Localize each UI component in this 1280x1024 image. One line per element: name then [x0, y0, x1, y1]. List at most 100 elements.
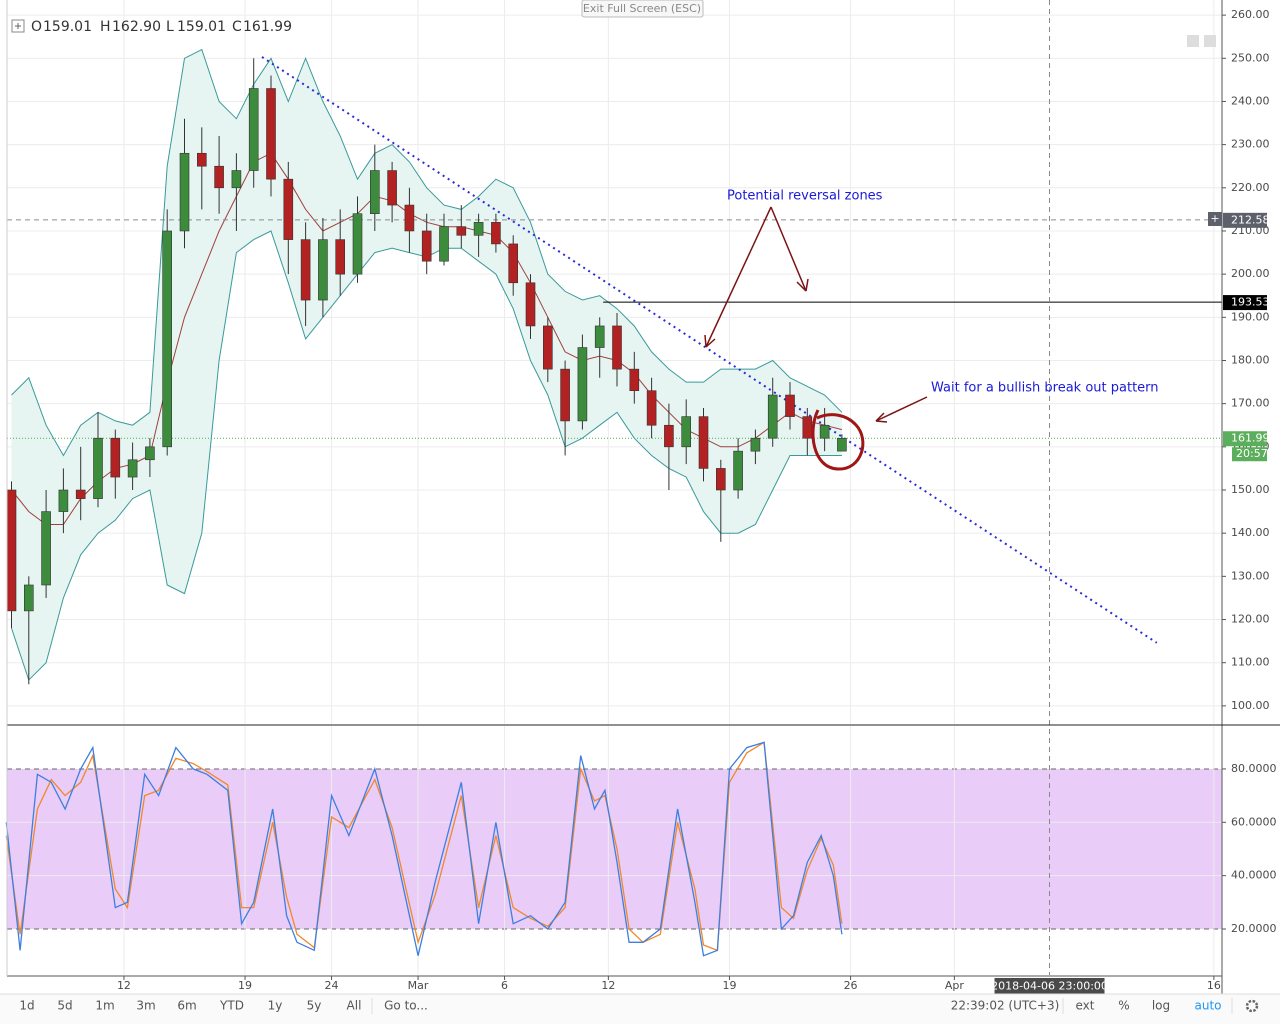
candle-body	[23, 584, 34, 612]
y-tick-label: 200.00	[1231, 267, 1270, 280]
candle-body	[6, 489, 17, 612]
y-tick-label: 260.00	[1231, 8, 1270, 21]
x-tick-label: Mar	[408, 979, 429, 992]
candle-body	[248, 88, 259, 171]
candle-body	[179, 152, 190, 232]
option-button[interactable]: %	[1118, 999, 1129, 1013]
candle-body	[439, 226, 449, 262]
candle-body	[318, 239, 328, 301]
candle-body	[300, 239, 311, 301]
plot-area	[5, 0, 1222, 975]
range-button[interactable]: 5y	[307, 999, 322, 1013]
y-tick-label: 220.00	[1231, 181, 1270, 194]
ohlc-key: H	[100, 19, 111, 35]
ohlc-value: 159.01	[177, 19, 226, 35]
candle-body	[266, 88, 276, 180]
x-tick-label: 26	[844, 979, 858, 992]
candle-body	[75, 489, 86, 499]
candle-body	[283, 178, 294, 240]
candle-body	[127, 459, 138, 478]
range-button[interactable]: 3m	[136, 999, 155, 1013]
range-button[interactable]: YTD	[219, 999, 244, 1013]
highlight-circle	[811, 409, 865, 471]
crosshair-label-box	[994, 978, 1105, 994]
arrow-head	[704, 334, 716, 348]
range-button[interactable]: 6m	[177, 999, 196, 1013]
y-tick-label: 60.0000	[1231, 815, 1277, 828]
arrow	[770, 206, 807, 292]
candle-body	[543, 325, 553, 370]
price-label-box	[1223, 212, 1267, 228]
clock: 22:39:02 (UTC+3)	[951, 999, 1060, 1013]
candle-body	[681, 416, 692, 448]
option-button[interactable]: ext	[1076, 999, 1095, 1013]
arrow-head	[796, 278, 809, 292]
ohlc-value: 162.90	[112, 19, 161, 35]
ohlc-key: O	[31, 19, 42, 35]
ohlc-key: C	[232, 19, 242, 35]
range-button[interactable]: 1y	[268, 999, 283, 1013]
arrow	[705, 206, 772, 348]
candle-body	[41, 511, 51, 586]
x-tick-label: 6	[501, 979, 508, 992]
y-tick-label: 130.00	[1231, 569, 1270, 582]
y-tick-label: 230.00	[1231, 138, 1270, 151]
price-label-box	[1223, 431, 1267, 447]
y-tick-label: 250.00	[1231, 51, 1270, 64]
add-alert-icon: +	[1210, 212, 1219, 225]
range-button[interactable]: 5d	[57, 999, 72, 1013]
ohlc-value: 159.01	[43, 19, 92, 35]
x-tick-label: 19	[238, 979, 252, 992]
candle-body	[370, 170, 380, 215]
candle-body	[819, 424, 830, 439]
y-tick-label: 170.00	[1231, 397, 1270, 410]
add-alert-button[interactable]	[1208, 212, 1222, 226]
pane-button[interactable]	[1204, 35, 1216, 47]
y-tick-label: 180.00	[1231, 353, 1270, 366]
x-tick-label: 16	[1207, 979, 1221, 992]
y-tick-label: 140.00	[1231, 526, 1270, 539]
countdown-label: 20:57	[1236, 447, 1268, 460]
annotation: Potential reversal zones	[727, 189, 883, 204]
candle-body	[750, 437, 761, 452]
option-button[interactable]: log	[1152, 999, 1170, 1013]
pane-button[interactable]	[1187, 35, 1199, 47]
range-button[interactable]: 1d	[19, 999, 34, 1013]
candle-body	[93, 437, 103, 499]
candle-body	[231, 170, 242, 189]
range-button[interactable]: 1m	[95, 999, 114, 1013]
candle-body	[802, 416, 813, 439]
y-tick-label: 100.00	[1231, 699, 1270, 712]
annotation: Wait for a bullish break out pattern	[931, 381, 1159, 396]
option-button[interactable]: auto	[1194, 999, 1221, 1013]
candle-body	[387, 170, 397, 206]
candle-body	[629, 368, 640, 392]
range-button[interactable]: All	[347, 999, 362, 1013]
axes: 12 19 24 Mar 6 12 19 26 Apr 16 100.00 110.00 120.00 1…	[117, 8, 1277, 994]
y-tick-label: 20.0000	[1231, 922, 1277, 935]
candle-body	[733, 450, 743, 491]
candle-body	[491, 222, 501, 245]
candle-body	[716, 468, 726, 491]
x-tick-label: 24	[325, 979, 339, 992]
y-tick-label: 80.0000	[1231, 762, 1277, 775]
price-label-box	[1223, 295, 1267, 311]
candle-body	[214, 165, 224, 189]
candle-body	[525, 282, 536, 327]
crosshair-label: 2018-04-06 23:00:00	[991, 980, 1108, 993]
exit-fullscreen-button[interactable]	[581, 0, 704, 18]
settings-icon[interactable]	[1245, 999, 1259, 1013]
band-upper	[11, 48, 843, 457]
candle-body	[145, 446, 155, 461]
y-tick-label: 40.0000	[1231, 869, 1277, 882]
candle-body	[646, 390, 657, 426]
arrow	[875, 396, 928, 422]
candle-body	[352, 213, 363, 275]
x-tick-label: Apr	[945, 979, 965, 992]
goto-button[interactable]: Go to...	[384, 999, 428, 1013]
price-label: 212.58	[1231, 213, 1270, 226]
y-tick-label: 110.00	[1231, 656, 1270, 669]
y-tick-label: 190.00	[1231, 310, 1270, 323]
trendline	[261, 56, 1158, 644]
